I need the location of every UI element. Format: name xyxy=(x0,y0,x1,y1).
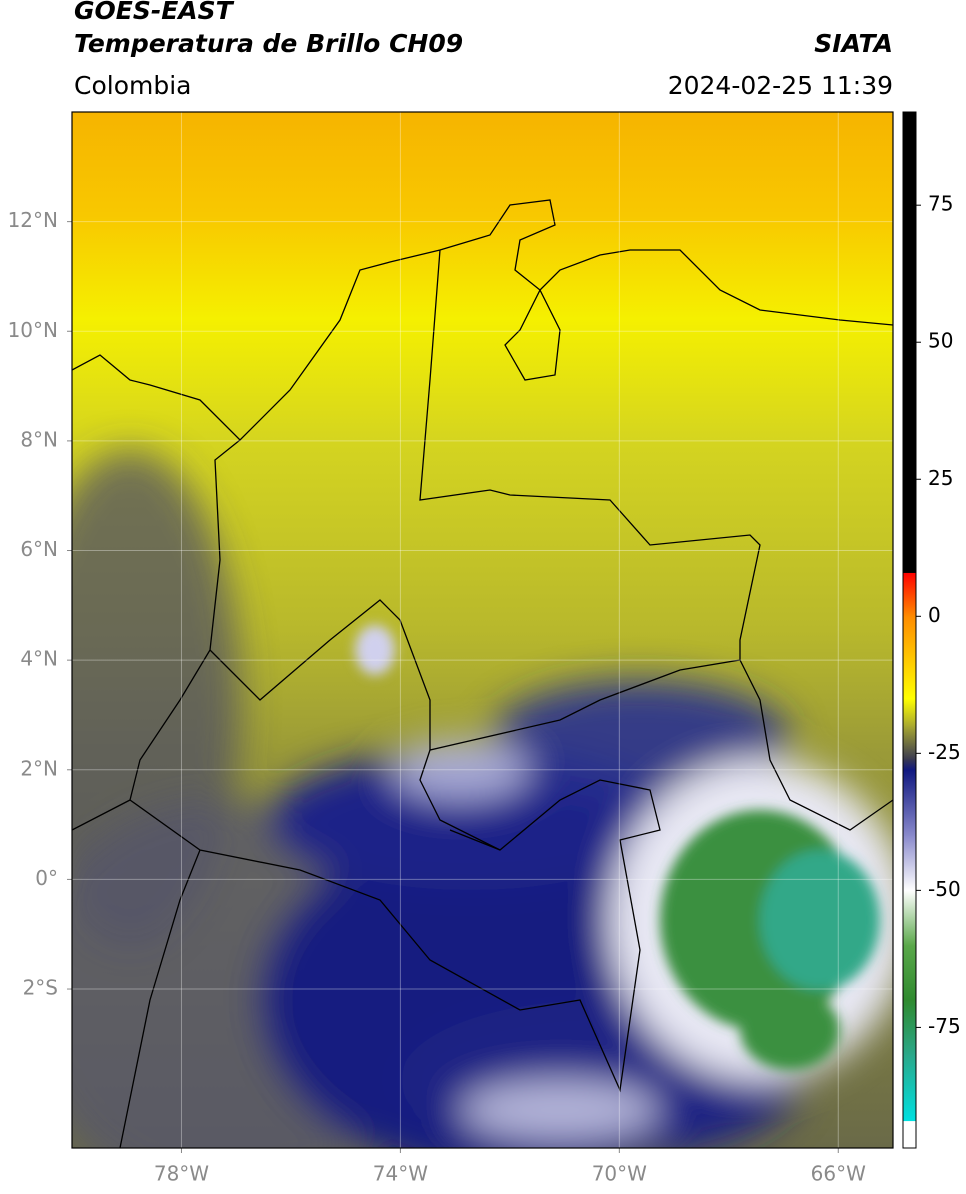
colorbar-segment xyxy=(903,616,916,700)
colorbar-segment xyxy=(903,725,916,760)
colorbar-frame xyxy=(902,111,917,1149)
colorbar-segment xyxy=(903,1054,916,1122)
x-tick-label: 78°W xyxy=(154,1162,209,1186)
colorbar-tick-label: 50 xyxy=(928,329,953,353)
map-frame xyxy=(71,111,894,1149)
y-tick-label: 0° xyxy=(35,866,58,890)
colorbar-tick-label: -75 xyxy=(928,1014,961,1038)
y-tick-label: 12°N xyxy=(8,208,58,232)
x-tick-label: 74°W xyxy=(373,1162,428,1186)
y-tick-label: 8°N xyxy=(20,427,58,451)
y-tick-label: 4°N xyxy=(20,647,58,671)
source: SIATA xyxy=(814,29,893,58)
colorbar-segment xyxy=(903,835,916,891)
colorbar-tick-label: 75 xyxy=(928,192,953,216)
colorbar-segment xyxy=(903,1120,916,1149)
colorbar-segment xyxy=(903,769,916,837)
x-tick-label: 66°W xyxy=(811,1162,866,1186)
colorbar-segment xyxy=(903,945,916,1001)
colorbar-segment xyxy=(903,1000,916,1056)
region: Colombia xyxy=(74,71,191,100)
y-tick-label: 6°N xyxy=(20,537,58,561)
subtitle: Temperatura de Brillo CH09 xyxy=(74,29,463,58)
colorbar-tick-label: -25 xyxy=(928,740,961,764)
colorbar-segment xyxy=(903,890,916,946)
y-tick-label: 2°N xyxy=(20,756,58,780)
colorbar-segment xyxy=(903,572,916,617)
colorbar-tick-label: 25 xyxy=(928,466,953,490)
y-tick-label: 10°N xyxy=(8,318,58,342)
satellite-image xyxy=(72,112,893,1148)
borders xyxy=(72,199,893,1148)
colorbar-segment xyxy=(903,758,916,771)
x-tick-label: 70°W xyxy=(592,1162,647,1186)
y-tick-label: 2°S xyxy=(23,976,58,1000)
colorbar-tick-label: 0 xyxy=(928,603,941,627)
colorbar-segment xyxy=(903,698,916,727)
colorbar-tick-label: -50 xyxy=(928,877,961,901)
datetime: 2024-02-25 11:39 xyxy=(668,71,893,100)
title: GOES-EAST xyxy=(74,0,235,25)
colorbar-segment xyxy=(903,112,916,573)
